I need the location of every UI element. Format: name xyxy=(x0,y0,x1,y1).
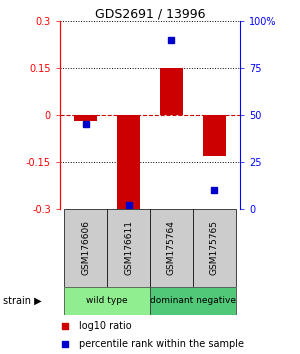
Text: percentile rank within the sample: percentile rank within the sample xyxy=(79,339,244,349)
Bar xyxy=(74,115,98,121)
Bar xyxy=(64,287,150,315)
Title: GDS2691 / 13996: GDS2691 / 13996 xyxy=(95,7,205,20)
Text: dominant negative: dominant negative xyxy=(150,296,236,306)
Bar xyxy=(202,115,226,156)
Text: strain ▶: strain ▶ xyxy=(3,296,42,306)
Bar xyxy=(107,209,150,287)
Bar xyxy=(193,209,236,287)
Text: GSM176606: GSM176606 xyxy=(81,220,90,275)
Bar xyxy=(64,209,107,287)
Text: GSM175765: GSM175765 xyxy=(210,220,219,275)
Text: log10 ratio: log10 ratio xyxy=(79,321,131,331)
Text: GSM176611: GSM176611 xyxy=(124,220,133,275)
Bar xyxy=(160,68,183,115)
Text: wild type: wild type xyxy=(86,296,128,306)
Text: GSM175764: GSM175764 xyxy=(167,220,176,275)
Bar xyxy=(150,209,193,287)
Bar xyxy=(150,287,236,315)
Bar xyxy=(117,115,140,209)
